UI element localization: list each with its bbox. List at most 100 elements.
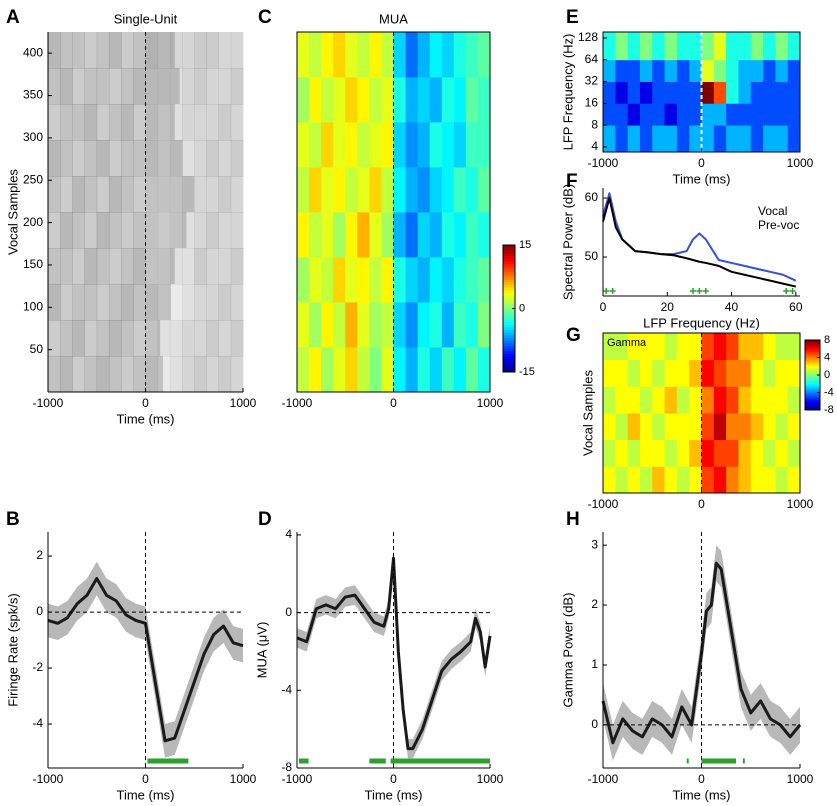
panel-letter: A (6, 7, 20, 28)
heatmap-cell (133, 104, 146, 141)
heatmap-cell (615, 413, 629, 441)
x-tick-label: 0 (698, 156, 705, 170)
heatmap-cell (182, 356, 195, 393)
heatmap-cell (218, 140, 232, 177)
line (602, 197, 797, 288)
heatmap-cell (701, 103, 715, 126)
x-tick-label: 1000 (787, 772, 814, 786)
colorbar-cell (805, 383, 820, 386)
heatmap-cell (738, 333, 752, 361)
heatmap-cell (441, 302, 455, 348)
y-axis-label: MUA (μV) (254, 622, 269, 679)
heatmap-cell (603, 103, 616, 126)
colorbar-cell (503, 358, 515, 362)
heatmap-cell (381, 302, 394, 348)
x-axis-label: Time (ms) (116, 411, 174, 426)
heatmap-cell (441, 212, 455, 258)
heatmap-cell (182, 104, 195, 141)
heatmap-cell (701, 439, 715, 467)
heatmap-cell (405, 212, 419, 258)
heatmap-cell (218, 104, 232, 141)
heatmap-cell (713, 125, 727, 153)
heatmap-cell (465, 32, 479, 78)
heatmap-cell (787, 81, 801, 104)
heatmap-cell (726, 59, 739, 82)
heatmap-cell (182, 176, 195, 213)
heatmap-cell (627, 386, 641, 414)
heatmap-cell (738, 439, 752, 467)
error-band (48, 561, 243, 758)
colorbar-cell (805, 379, 820, 382)
response-shade (145, 176, 195, 212)
heatmap-cell (96, 32, 110, 69)
x-tick-label: -1000 (33, 396, 64, 410)
line (296, 556, 492, 751)
colorbar-cell (503, 329, 515, 333)
colorbar-cell (805, 377, 820, 380)
heatmap-cell (60, 212, 73, 249)
heatmap-cell (121, 212, 134, 249)
heatmap-cell (96, 356, 110, 393)
colorbar-cell (805, 366, 820, 369)
heatmap-cell (194, 356, 207, 393)
heatmap-cell (738, 413, 752, 441)
heatmap-cell (787, 59, 801, 82)
heatmap-cell (775, 413, 789, 441)
heatmap-cell (218, 32, 232, 69)
heatmap-cell (157, 68, 171, 105)
colorbar-cell (805, 344, 820, 347)
heatmap-cell (603, 439, 616, 467)
heatmap-cell (333, 302, 346, 348)
x-tick-label: 0 (698, 772, 705, 786)
heatmap-cell (369, 32, 382, 78)
heatmap-cell (369, 257, 382, 303)
heatmap-cell (664, 103, 678, 126)
heatmap-cell (726, 103, 739, 126)
heatmap-cell (84, 140, 98, 177)
y-tick-label: 16 (585, 96, 599, 110)
heatmap-cell (321, 167, 334, 213)
y-tick-label: 64 (585, 52, 599, 66)
colorbar-cell (503, 327, 515, 331)
heatmap-cell (60, 248, 73, 285)
heatmap-cell (429, 122, 443, 168)
heatmap-cell (48, 140, 61, 177)
colorbar-tick-label: 8 (824, 334, 830, 346)
heatmap-cell (230, 248, 244, 285)
heatmap-cell (652, 125, 665, 153)
panel-letter: E (566, 7, 579, 28)
colorbar-cell (503, 366, 515, 370)
heatmap-cell (405, 167, 419, 213)
heatmap-cell (441, 257, 455, 303)
heatmap-cell (477, 257, 491, 303)
heatmap-cell (429, 77, 443, 123)
heatmap-cell (133, 356, 146, 393)
colorbar-cell (805, 405, 820, 408)
heatmap-cell (108, 320, 122, 357)
colorbar-cell (503, 345, 515, 349)
heatmap-cell (182, 68, 195, 105)
heatmap-cell (689, 386, 702, 414)
heatmap-cell (145, 140, 159, 177)
heatmap-cell (750, 386, 764, 414)
heatmap-cell (230, 356, 244, 393)
colorbar-cell (805, 392, 820, 395)
heatmap-cell (713, 59, 727, 82)
heatmap-cell (182, 212, 195, 249)
heatmap-cell (477, 32, 491, 78)
heatmap-cell (477, 77, 491, 123)
heatmap-cell (664, 466, 678, 494)
heatmap-cell (676, 81, 690, 104)
x-axis-label: Time (ms) (116, 787, 174, 802)
x-axis-label: Time (ms) (672, 787, 730, 802)
colorbar-cell (503, 342, 515, 346)
heatmap-cell (169, 284, 183, 321)
heatmap-cell (72, 212, 85, 249)
heatmap-cell (615, 439, 629, 467)
heatmap-cell (345, 302, 358, 348)
heatmap-cell (664, 359, 678, 387)
heatmap-cell (297, 167, 310, 213)
heatmap-cell (194, 104, 207, 141)
x-tick-label: 0 (390, 396, 397, 410)
heatmap-cell (96, 248, 110, 285)
